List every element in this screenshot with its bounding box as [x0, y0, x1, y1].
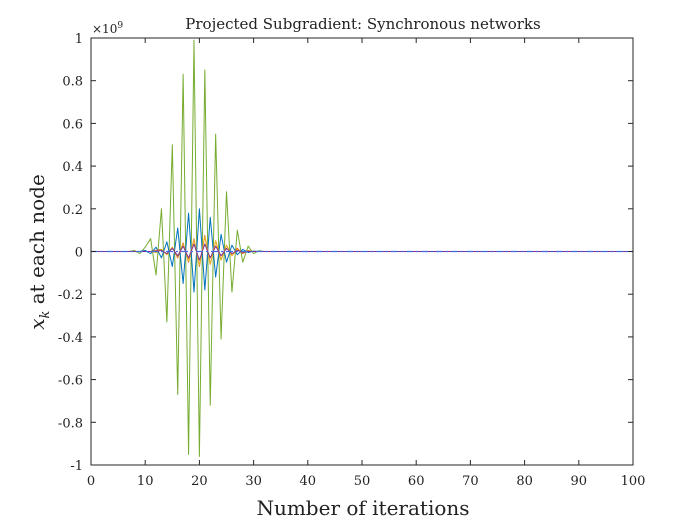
y-tick-label: -0.2 — [58, 288, 83, 303]
x-tick-label: 90 — [571, 474, 588, 489]
svg-text:×109: ×109 — [92, 21, 123, 36]
y-axis-title-rest: at each node — [25, 174, 49, 310]
y-tick-label: -0.6 — [58, 374, 83, 389]
y-tick-label: -0.4 — [58, 331, 83, 346]
x-tick-label: 80 — [516, 474, 533, 489]
y-tick-label: 0.6 — [62, 117, 83, 132]
x-tick-label: 70 — [462, 474, 479, 489]
y-axis-title-symbol: x — [25, 319, 49, 330]
y-tick-label: -0.8 — [58, 416, 83, 431]
y-exponent-power: 9 — [117, 21, 123, 31]
series-line-2 — [91, 208, 633, 293]
y-tick-label: 0.4 — [62, 160, 83, 175]
x-tick-label: 60 — [408, 474, 425, 489]
chart-title: Projected Subgradient: Synchronous netwo… — [185, 15, 540, 33]
y-axis-ticks: -1 -0.8 -0.6 -0.4 -0.2 0 0.2 0.4 0.6 0.8 1 — [58, 32, 633, 474]
x-tick-label: 50 — [354, 474, 371, 489]
y-tick-label: 1 — [75, 32, 83, 47]
x-tick-label: 30 — [245, 474, 262, 489]
x-axis-title: Number of iterations — [256, 496, 469, 520]
x-tick-label: 100 — [621, 474, 646, 489]
y-axis-title: xk at each node — [25, 174, 53, 330]
x-tick-label: 10 — [137, 474, 154, 489]
y-axis-exponent: ×109 — [92, 21, 123, 36]
y-tick-label: 0.2 — [62, 203, 83, 218]
y-exponent-base: ×10 — [92, 22, 117, 36]
x-tick-label: 0 — [87, 474, 95, 489]
x-axis-ticks: 0 10 20 30 40 50 60 70 80 90 100 — [87, 38, 646, 489]
x-tick-label: 40 — [300, 474, 317, 489]
y-axis-title-subscript: k — [38, 311, 53, 319]
series-layer — [91, 39, 633, 457]
y-tick-label: -1 — [70, 459, 83, 474]
y-tick-label: 0.8 — [62, 75, 83, 90]
y-tick-label: 0 — [75, 246, 83, 261]
series-line-1 — [91, 39, 633, 457]
x-tick-label: 20 — [191, 474, 208, 489]
